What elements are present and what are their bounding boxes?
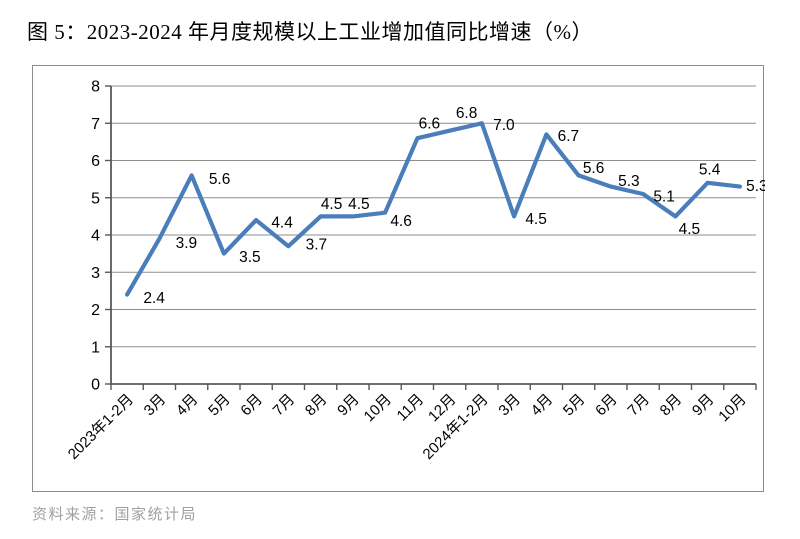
x-tick-label: 4月 — [528, 391, 557, 420]
y-axis-tick-labels: 0 1 2 3 4 5 6 7 8 — [91, 79, 111, 394]
data-point-label: 6.8 — [456, 105, 478, 122]
y-tick-label: 7 — [91, 116, 100, 133]
x-axis-ticks — [110, 384, 757, 390]
data-point-label: 5.4 — [699, 161, 721, 178]
line-chart: 0 1 2 3 4 5 6 7 8 2023年1-2月 3月 4月 5月 6月 7月 8月 9月10月11月12… — [65, 79, 765, 463]
data-point-label: 4.5 — [321, 196, 343, 213]
y-tick-label: 3 — [91, 265, 100, 282]
chart-frame: 0 1 2 3 4 5 6 7 8 2023年1-2月 3月 4月 5月 6月 7月 8月 9月 10月 11月 12… — [32, 65, 765, 492]
figure-title: 图 5：2023-2024 年月度规模以上工业增加值同比增速（%） — [27, 20, 593, 44]
x-tick-label: 11月 — [394, 391, 428, 425]
series — [124, 121, 743, 297]
y-tick-label: 4 — [91, 228, 100, 245]
series-line — [124, 121, 743, 297]
x-tick-label: 7月 — [270, 391, 299, 420]
data-point-label: 5.6 — [209, 171, 231, 188]
x-tick-label: 9月 — [689, 391, 718, 420]
x-tick-label: 6月 — [237, 391, 266, 420]
data-point-label: 7.0 — [493, 117, 515, 134]
data-point-label: 2.4 — [143, 290, 165, 307]
x-tick-label: 6月 — [592, 391, 621, 420]
gridlines — [111, 85, 756, 348]
x-axis-category-labels: 2023年1-2月 3月 4月 5月 6月 7月 8月 9月10月11月12月2024年1-2… — [65, 391, 750, 463]
x-tick-label: 7月 — [624, 391, 653, 420]
data-point-label: 4.6 — [390, 213, 412, 230]
data-point-label: 6.6 — [419, 116, 441, 133]
x-tick-label: 9月 — [334, 391, 363, 420]
data-point-label: 5.3 — [618, 173, 640, 190]
data-point-label: 5.3 — [746, 178, 765, 195]
y-tick-label: 1 — [91, 339, 100, 356]
x-tick-label: 3月 — [495, 391, 524, 420]
x-tick-label: 5月 — [560, 391, 589, 420]
source-note: 资料来源：国家统计局 — [32, 507, 198, 523]
y-tick-label: 8 — [91, 79, 100, 96]
data-point-label: 6.7 — [558, 128, 580, 145]
data-point-label: 4.4 — [271, 215, 293, 232]
y-tick-label: 0 — [91, 377, 100, 394]
data-point-label: 4.5 — [679, 221, 701, 238]
data-point-label: 3.7 — [306, 237, 328, 254]
x-tick-label: 2023年1-2月 — [65, 391, 137, 463]
x-tick-label: 4月 — [173, 391, 202, 420]
x-tick-label: 5月 — [205, 391, 234, 420]
y-tick-label: 6 — [91, 153, 100, 170]
data-point-label: 3.9 — [176, 235, 198, 252]
x-tick-label: 10月 — [361, 391, 395, 425]
y-tick-label: 5 — [91, 190, 100, 207]
x-tick-label: 3月 — [141, 391, 170, 420]
x-tick-label: 10月 — [715, 391, 749, 425]
x-tick-label: 8月 — [657, 391, 686, 420]
data-labels: 2.4 3.9 5.6 3.5 4.4 3.7 4.5 4.5 4.6 6.6 6.8 7.0 4.5 6… — [143, 105, 765, 307]
y-tick-label: 2 — [91, 302, 100, 319]
data-point-label: 4.5 — [348, 196, 370, 213]
data-point-label: 5.1 — [653, 189, 675, 206]
data-point-label: 4.5 — [525, 211, 547, 228]
data-point-label: 3.5 — [239, 249, 261, 266]
x-tick-label: 8月 — [302, 391, 331, 420]
data-point-label: 5.6 — [583, 160, 605, 177]
